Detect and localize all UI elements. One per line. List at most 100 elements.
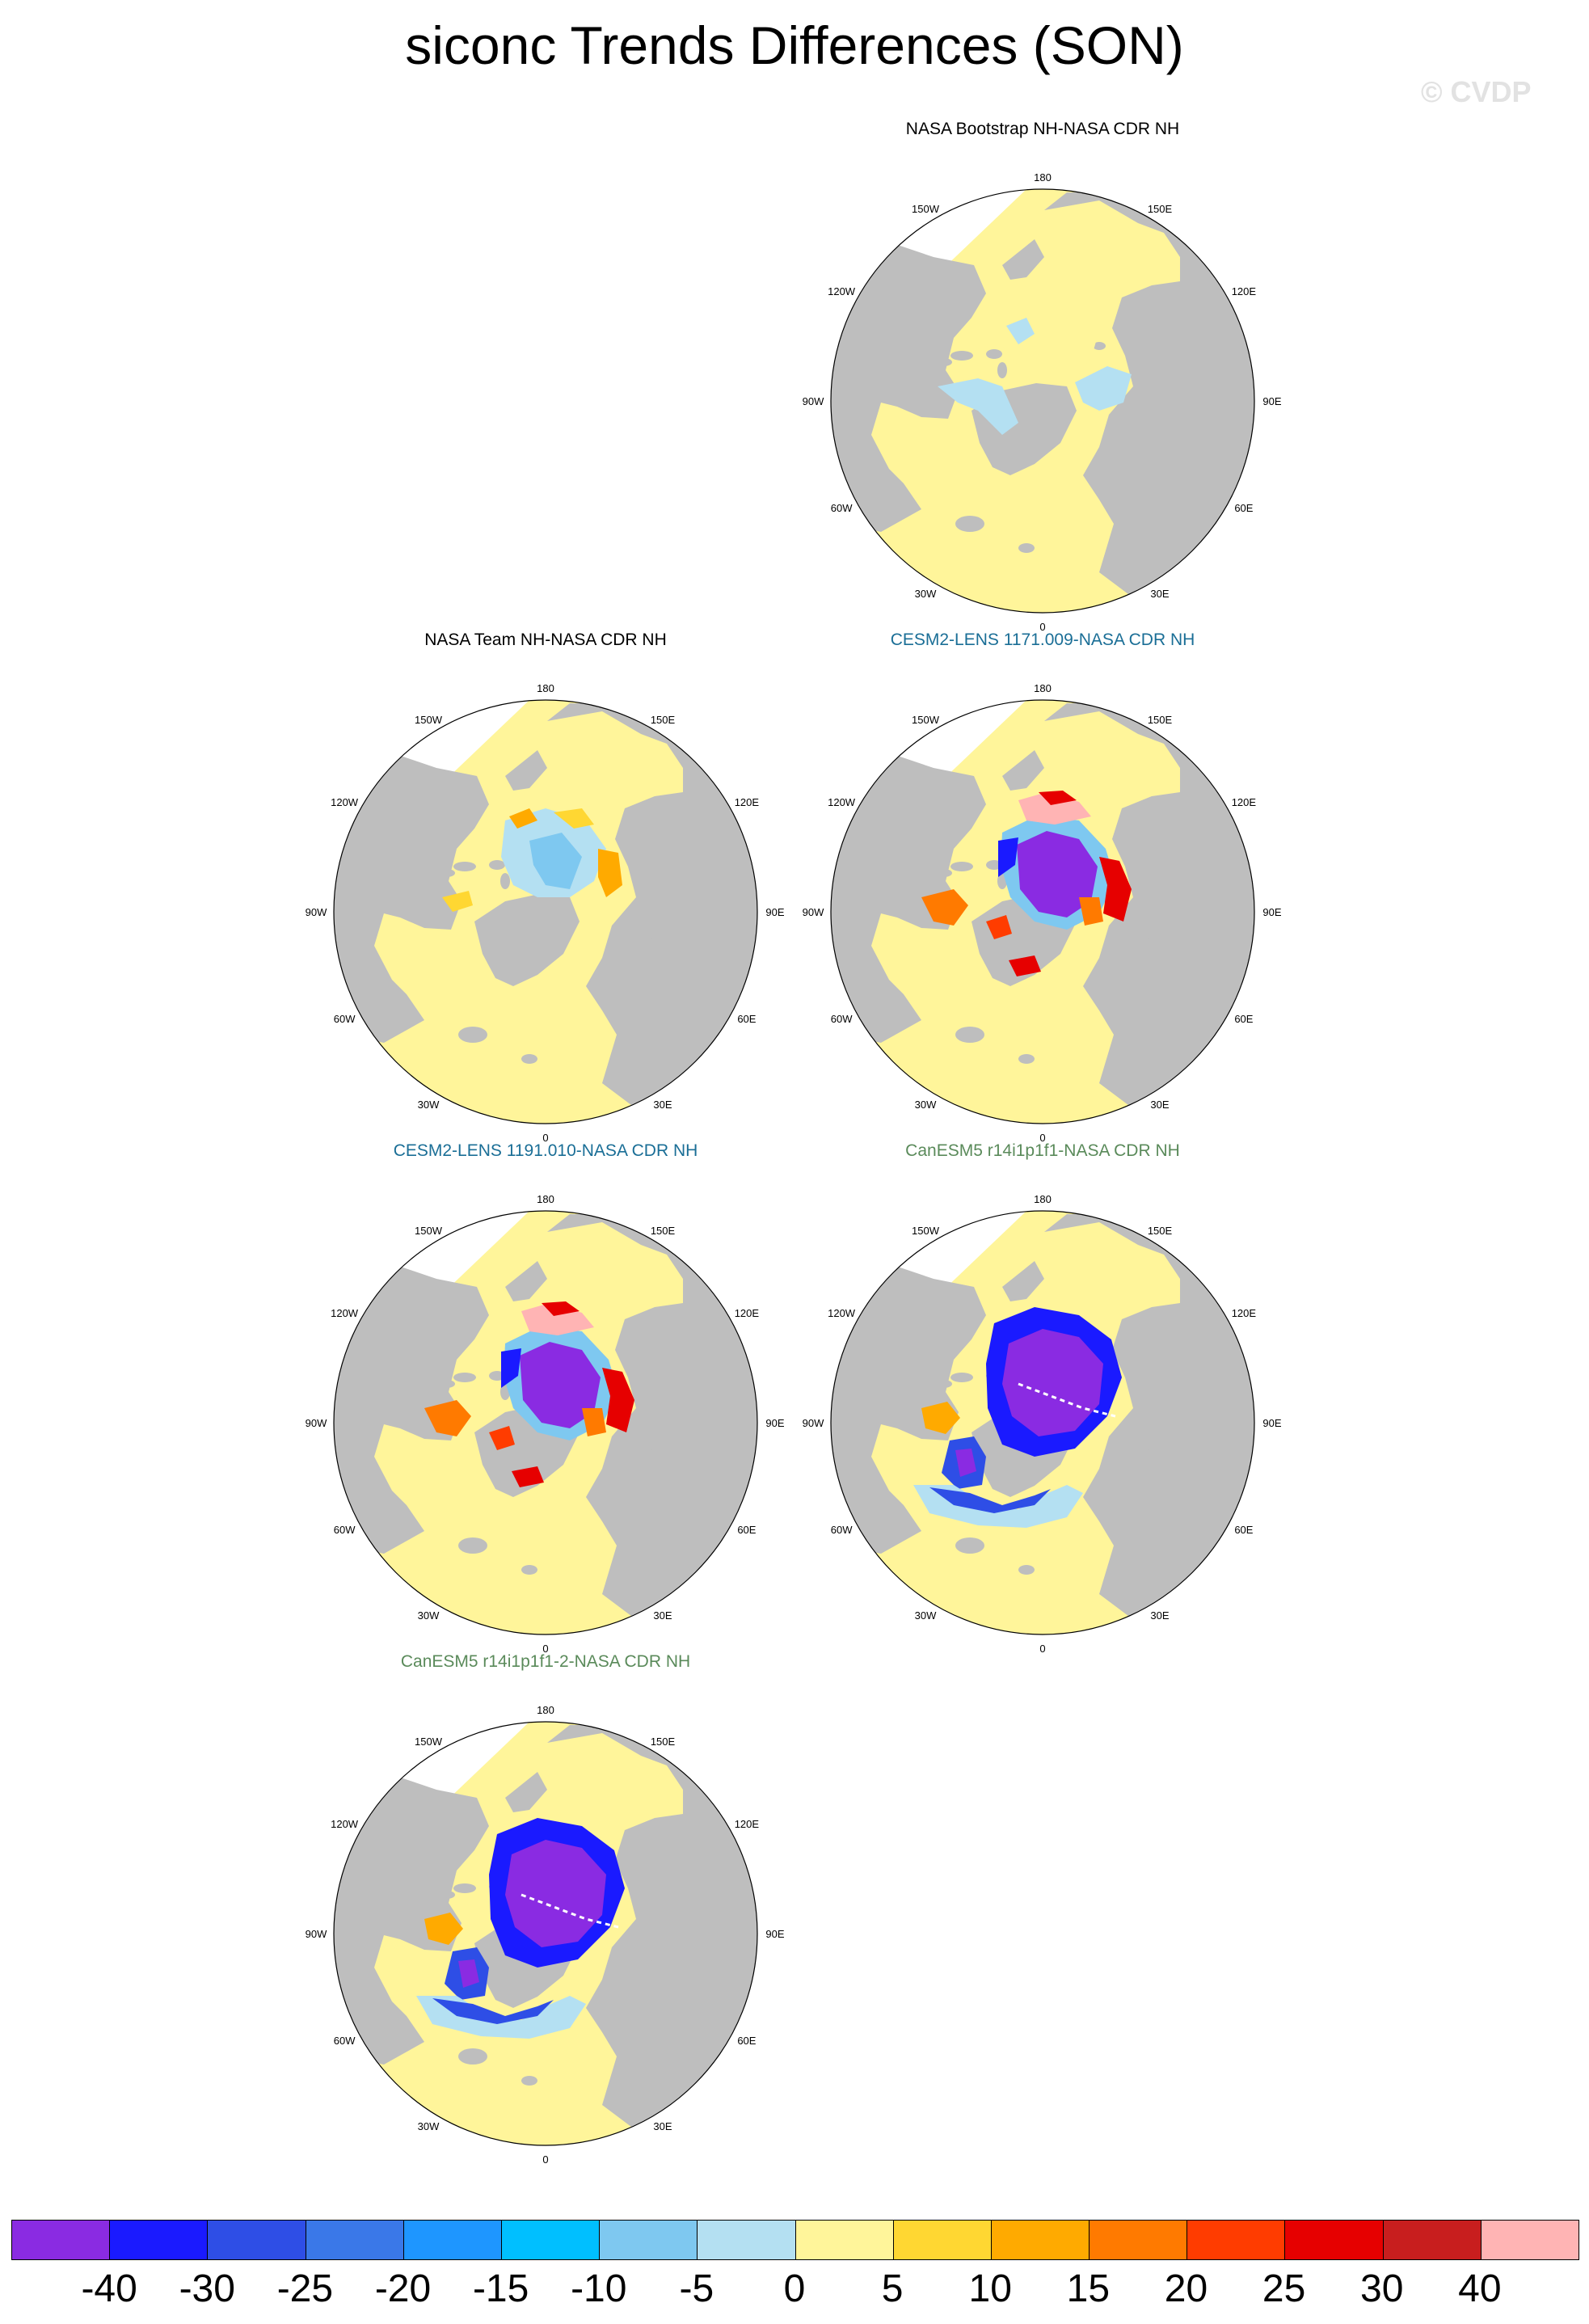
longitude-label: 30E: [1150, 1609, 1169, 1622]
colorbar-tick-label: -10: [571, 2267, 627, 2310]
land-island: [458, 1027, 487, 1043]
land-island: [458, 2048, 487, 2065]
anomaly-region: [921, 1402, 960, 1434]
longitude-label: 150E: [1148, 1225, 1173, 1237]
longitude-label: 30W: [915, 588, 937, 600]
longitude-label: 0: [542, 2153, 548, 2166]
land-eurasia: [547, 703, 757, 1107]
land-island: [453, 1373, 476, 1382]
land-north-america: [334, 1772, 489, 2065]
anomaly-region: [1079, 897, 1103, 926]
land-north-america: [831, 239, 986, 532]
land-island: [644, 1959, 654, 1976]
map-boundary: [333, 699, 758, 1124]
colorbar-cell: [1090, 2221, 1188, 2259]
longitude-label: 90W: [306, 1928, 327, 1940]
polar-map: 180 150E 120E 90E 60E 30E 0 30W 60W 90W 120W 150W: [803, 1193, 1282, 1655]
longitude-label: 90W: [306, 1417, 327, 1429]
longitude-label: 180: [537, 1193, 554, 1205]
land-island: [955, 516, 984, 532]
land-island: [950, 862, 973, 871]
longitude-label: 30E: [653, 1099, 672, 1111]
longitude-label: 150E: [651, 714, 676, 726]
land-north-america: [831, 1261, 986, 1554]
dashed-line: [521, 1893, 619, 1929]
longitude-label: 150E: [1148, 203, 1173, 215]
panel-title: NASA Bootstrap NH-NASA CDR NH: [905, 120, 1180, 138]
anomaly-region: [424, 1913, 463, 1945]
anomaly-region: [529, 833, 582, 889]
anomaly-region: [442, 891, 473, 912]
land-island: [950, 1373, 973, 1382]
anomaly-region: [458, 1959, 479, 1988]
longitude-label: 180: [1034, 682, 1052, 694]
longitude-label: 90W: [803, 1417, 824, 1429]
map-boundary: [830, 699, 1255, 1124]
longitude-label: 180: [1034, 171, 1052, 183]
land-island: [644, 1449, 654, 1465]
anomaly-region: [1009, 955, 1041, 976]
longitude-label: 150W: [415, 714, 443, 726]
longitude-label: 30W: [418, 1609, 440, 1622]
colorbar-cell: [306, 2221, 404, 2259]
land-island: [1141, 938, 1151, 954]
dashed-line: [1018, 1382, 1116, 1418]
longitude-label: 60E: [1234, 1524, 1253, 1536]
land-island: [489, 860, 505, 870]
map-panel-canesm5: CanESM5 r14i1p1f1-NASA CDR NH 180 150E 120…: [760, 1141, 1326, 1659]
land-island: [439, 1891, 455, 1899]
longitude-label: 90W: [306, 906, 327, 918]
longitude-label: 30W: [418, 1099, 440, 1111]
colorbar-cell: [698, 2221, 796, 2259]
land-island: [1018, 543, 1035, 553]
land-bering-strait: [505, 1772, 547, 1812]
map-boundary: [333, 1210, 758, 1635]
anomaly-region: [582, 1408, 606, 1436]
land-bering-strait: [505, 1261, 547, 1301]
longitude-label: 150E: [1148, 714, 1173, 726]
longitude-label: 60W: [334, 1524, 356, 1536]
anomaly-region: [1099, 857, 1132, 922]
longitude-label: 120W: [331, 1307, 359, 1319]
longitude-label: 0: [542, 1132, 548, 1144]
land-eurasia: [547, 1214, 757, 1618]
map-panel-nasa-bootstrap: NASA Bootstrap NH-NASA CDR NH 180 150E 120…: [760, 120, 1326, 637]
land-bering-strait: [1002, 239, 1044, 280]
longitude-label: 120W: [331, 796, 359, 808]
longitude-label: 30E: [653, 2120, 672, 2132]
colorbar-tick-label: -20: [374, 2267, 432, 2310]
map-boundary: [830, 1210, 1255, 1635]
longitude-label: 60W: [831, 1524, 853, 1536]
longitude-label: 60W: [334, 1013, 356, 1025]
colorbar-cell: [403, 2221, 502, 2259]
land-island: [1018, 1054, 1035, 1064]
anomaly-region: [489, 1426, 515, 1450]
longitude-label: 30W: [915, 1609, 937, 1622]
longitude-label: 180: [537, 1704, 554, 1716]
longitude-label: 150W: [415, 1225, 443, 1237]
map-panel-canesm5-2: CanESM5 r14i1p1f1-2-NASA CDR NH 180 150E 1…: [263, 1652, 828, 2170]
land-island: [936, 358, 952, 366]
land-island: [644, 938, 654, 954]
anomaly-region: [432, 1998, 554, 2024]
colorbar-tick-label: -15: [472, 2267, 529, 2310]
panel-title: CESM2-LENS 1191.010-NASA CDR NH: [393, 1141, 698, 1160]
colorbar-tick-label: 15: [1066, 2267, 1111, 2310]
watermark: © CVDP: [1421, 75, 1532, 108]
land-island: [453, 862, 476, 871]
longitude-label: 60E: [737, 1013, 756, 1025]
longitude-label: 120E: [735, 1307, 760, 1319]
polar-map: 180 150E 120E 90E 60E 30E 0 30W 60W 90W 120W 150W: [803, 171, 1282, 633]
longitude-label: 60W: [831, 502, 853, 514]
longitude-label: 60E: [737, 1524, 756, 1536]
land-island: [955, 1027, 984, 1043]
longitude-label: 90E: [765, 1928, 784, 1940]
longitude-label: 60E: [737, 2035, 756, 2047]
panel-title: NASA Team NH-NASA CDR NH: [424, 631, 667, 649]
anomaly-region: [424, 1400, 471, 1436]
longitude-label: 150W: [912, 203, 940, 215]
land-island: [936, 869, 952, 877]
colorbar-cell: [893, 2221, 992, 2259]
land-bering-strait: [505, 750, 547, 791]
colorbar-tick-label: 10: [968, 2267, 1012, 2310]
